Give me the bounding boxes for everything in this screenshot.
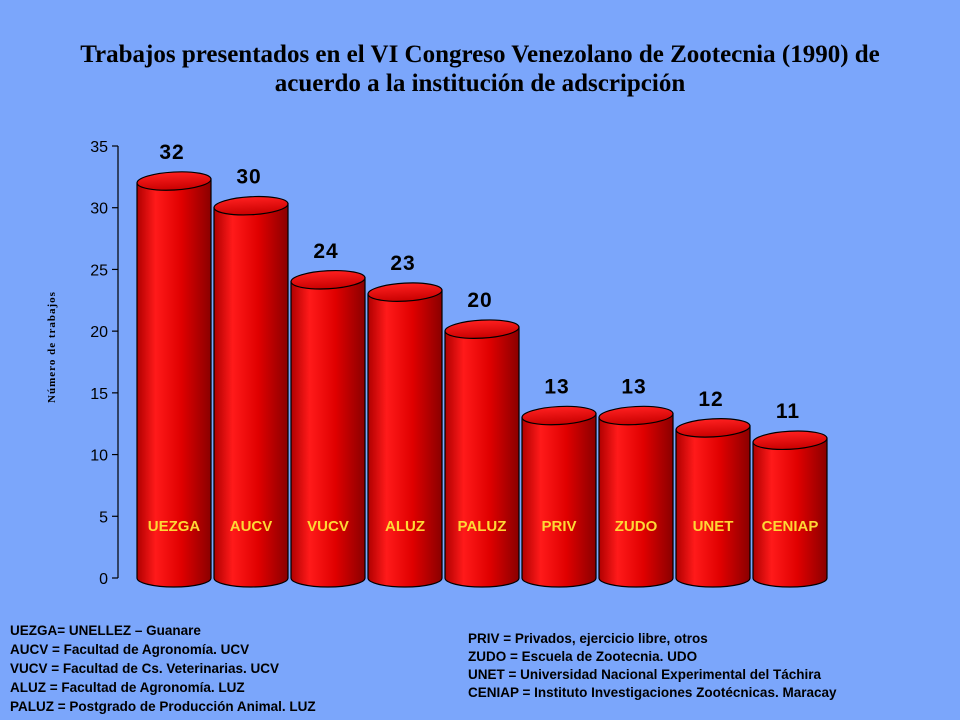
bar-top [290, 269, 366, 290]
category-label: UNET [693, 518, 734, 535]
category-label: PRIV [541, 518, 576, 535]
category-label: VUCV [307, 518, 349, 535]
bar-vucv: 24 VUCV [290, 240, 366, 588]
bar-paluz: 20 PALUZ [444, 289, 520, 588]
bar-body [290, 277, 366, 588]
bar-zudo: 13 ZUDO [598, 376, 674, 588]
legend-left: UEZGA= UNELLEZ – Guanare AUCV = Facultad… [10, 621, 316, 716]
y-tick-label: 5 [99, 509, 108, 526]
category-label: AUCV [230, 518, 273, 535]
bar-top [752, 430, 828, 451]
data-label: 32 [159, 141, 184, 164]
bar-top [675, 418, 751, 438]
chart-title: Trabajos presentados en el VI Congreso V… [20, 40, 940, 98]
y-tick-label: 25 [90, 262, 108, 279]
bar-body [367, 289, 443, 588]
category-label: CENIAP [762, 518, 819, 535]
y-tick-label: 10 [90, 448, 108, 465]
data-label: 11 [776, 400, 800, 423]
legend-item-paluz: PALUZ = Postgrado de Producción Animal. … [10, 699, 316, 714]
y-tick-label: 35 [90, 139, 108, 156]
data-label: 13 [621, 376, 646, 399]
y-tick-label: 30 [90, 201, 108, 218]
data-label: 20 [467, 289, 492, 312]
bar-aluz: 23 ALUZ [367, 252, 443, 588]
legend-item-vucv: VUCV = Facultad de Cs. Veterinarias. UCV [10, 661, 279, 676]
bar-ceniap: 11 CENIAP [752, 400, 828, 588]
y-axis: 0 5 10 15 20 25 30 35 [90, 139, 119, 588]
bar-body [598, 412, 674, 588]
bar-top [521, 405, 597, 426]
category-label: ZUDO [615, 518, 658, 535]
bar-body [675, 425, 751, 588]
bar-body [521, 412, 597, 588]
y-axis-label: Número de trabajos [46, 291, 58, 403]
bar-top [444, 319, 520, 339]
data-label: 24 [313, 240, 338, 263]
legend-item-aucv: AUCV = Facultad de Agronomía. UCV [10, 642, 250, 657]
legend-item-aluz: ALUZ = Facultad de Agronomía. LUZ [10, 680, 245, 695]
chart-title-line-1: Trabajos presentados en el VI Congreso V… [80, 41, 880, 68]
data-label: 13 [544, 376, 569, 399]
bar-chart: 0 5 10 15 20 25 30 35 32 UEZGA 30 AUCV 24 VUCV 23 ALUZ… [46, 139, 828, 588]
chart-title-line-2: acuerdo a la institución de adscripción [274, 70, 686, 97]
bar-top [213, 195, 289, 216]
category-label: PALUZ [458, 518, 507, 535]
legend-item-unet: UNET = Universidad Nacional Experimental… [468, 667, 821, 682]
bar-unet: 12 UNET [675, 388, 751, 588]
bar-top [367, 282, 443, 302]
data-label: 23 [390, 252, 415, 275]
legend-right: PRIV = Privados, ejercicio libre, otros … [468, 630, 837, 702]
bar-top [598, 405, 674, 426]
bar-body [213, 203, 289, 588]
bar-aucv: 30 AUCV [213, 166, 289, 588]
bar-body [752, 437, 828, 588]
bar-top [136, 171, 212, 191]
data-label: 30 [236, 166, 261, 189]
bar-priv: 13 PRIV [521, 376, 597, 588]
y-tick-label: 20 [90, 324, 108, 341]
y-tick-label: 0 [99, 571, 108, 588]
bars: 32UEZGA30AUCV24VUCV23ALUZ20PALUZ13PRIV13… [136, 141, 828, 588]
legend-item-priv: PRIV = Privados, ejercicio libre, otros [468, 631, 708, 646]
bar-uezga: 32 UEZGA [136, 141, 212, 588]
bar-body [136, 178, 212, 588]
legend-item-zudo: ZUDO = Escuela de Zootecnia. UDO [468, 649, 698, 664]
bar-body [444, 326, 520, 588]
legend-item-uezga: UEZGA= UNELLEZ – Guanare [10, 623, 201, 638]
y-tick-label: 15 [90, 386, 108, 403]
category-label: ALUZ [385, 518, 425, 535]
data-label: 12 [698, 388, 723, 411]
legend-item-ceniap: CENIAP = Instituto Investigaciones Zooté… [468, 685, 837, 700]
category-label: UEZGA [148, 518, 201, 535]
